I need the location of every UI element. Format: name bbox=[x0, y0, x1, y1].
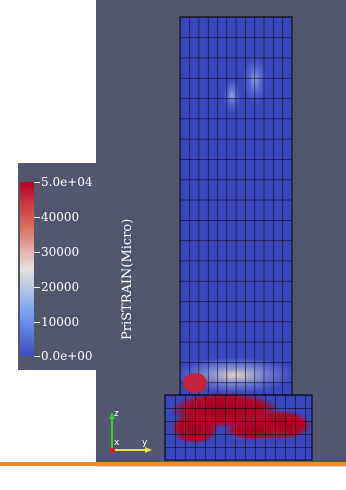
tick-mark bbox=[34, 182, 40, 183]
mesh-render bbox=[164, 16, 313, 461]
divider bbox=[96, 466, 346, 467]
orientation-axes: z x y bbox=[104, 409, 154, 456]
tick-label: 30000 bbox=[41, 245, 80, 259]
tick-mark bbox=[34, 252, 40, 253]
axis-x-label: x bbox=[114, 438, 120, 448]
color-legend bbox=[18, 163, 148, 370]
tick-label: 40000 bbox=[41, 210, 80, 224]
tick-label: 0.0e+00 bbox=[41, 349, 93, 363]
colorbar bbox=[20, 182, 34, 356]
tick-mark bbox=[34, 322, 40, 323]
tick-label: 10000 bbox=[41, 315, 80, 329]
tick-mark bbox=[34, 217, 40, 218]
accent-bar bbox=[0, 462, 346, 466]
legend-title: PriSTRAIN(Micro) bbox=[120, 218, 135, 340]
tick-label: 5.0e+04 bbox=[41, 175, 93, 189]
tick-label: 20000 bbox=[41, 280, 80, 294]
axis-y-label: y bbox=[142, 438, 148, 448]
tick-mark bbox=[34, 287, 40, 288]
tick-mark bbox=[34, 356, 40, 357]
axis-z-label: z bbox=[114, 409, 119, 419]
